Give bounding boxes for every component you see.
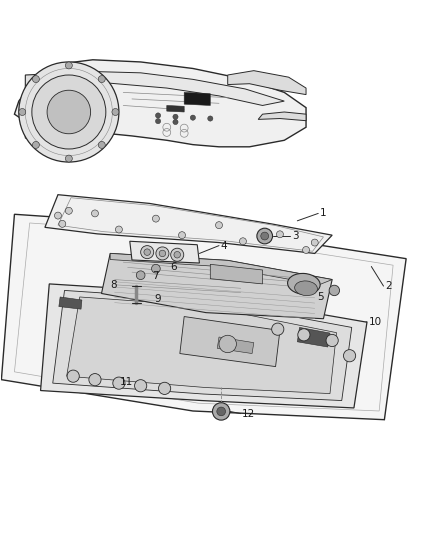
Polygon shape: [1, 214, 406, 419]
Text: 1: 1: [320, 208, 327, 219]
Circle shape: [141, 246, 154, 259]
Circle shape: [32, 76, 39, 83]
Circle shape: [173, 119, 178, 125]
Circle shape: [98, 141, 105, 148]
Polygon shape: [210, 264, 262, 284]
Circle shape: [155, 118, 161, 124]
Polygon shape: [167, 106, 184, 112]
Circle shape: [134, 379, 147, 392]
Ellipse shape: [295, 281, 318, 296]
Text: 9: 9: [155, 294, 161, 304]
Text: 8: 8: [110, 280, 117, 290]
Circle shape: [47, 90, 91, 134]
Polygon shape: [180, 317, 280, 367]
Polygon shape: [25, 71, 99, 138]
Circle shape: [113, 377, 125, 389]
Circle shape: [343, 350, 356, 362]
Circle shape: [276, 231, 283, 238]
Circle shape: [329, 285, 339, 296]
Circle shape: [32, 141, 39, 148]
Polygon shape: [59, 297, 82, 309]
Polygon shape: [45, 195, 332, 254]
Circle shape: [112, 109, 119, 116]
Circle shape: [215, 222, 223, 229]
Polygon shape: [184, 92, 210, 106]
Polygon shape: [258, 112, 306, 120]
Circle shape: [19, 62, 119, 162]
Circle shape: [173, 114, 178, 119]
Circle shape: [208, 116, 213, 121]
Circle shape: [92, 210, 99, 217]
Circle shape: [98, 76, 105, 83]
Polygon shape: [110, 254, 332, 285]
Circle shape: [326, 334, 338, 346]
Circle shape: [190, 115, 195, 120]
Text: 3: 3: [292, 231, 298, 241]
Circle shape: [65, 62, 72, 69]
Circle shape: [261, 232, 268, 240]
Text: 6: 6: [170, 262, 177, 272]
Text: 7: 7: [152, 271, 159, 281]
Circle shape: [89, 374, 101, 386]
Polygon shape: [217, 337, 254, 353]
Circle shape: [179, 232, 185, 239]
Circle shape: [19, 109, 26, 116]
Circle shape: [257, 228, 272, 244]
Text: 5: 5: [317, 292, 324, 302]
Circle shape: [159, 382, 171, 394]
Circle shape: [240, 238, 247, 245]
Circle shape: [152, 264, 160, 273]
Circle shape: [212, 403, 230, 420]
Circle shape: [32, 75, 106, 149]
Circle shape: [59, 220, 66, 228]
Polygon shape: [228, 71, 306, 94]
Ellipse shape: [288, 273, 320, 294]
Circle shape: [155, 113, 161, 118]
Circle shape: [298, 329, 310, 341]
Text: 10: 10: [369, 317, 382, 327]
Circle shape: [67, 370, 79, 382]
Circle shape: [174, 252, 180, 258]
Circle shape: [116, 226, 122, 233]
Polygon shape: [67, 297, 336, 393]
Circle shape: [152, 215, 159, 222]
Polygon shape: [297, 327, 330, 347]
Polygon shape: [53, 290, 352, 400]
Polygon shape: [14, 60, 306, 147]
Circle shape: [65, 155, 72, 162]
Text: 4: 4: [221, 240, 227, 251]
Circle shape: [65, 207, 72, 214]
Polygon shape: [130, 241, 199, 263]
Polygon shape: [36, 71, 284, 106]
Polygon shape: [102, 254, 332, 319]
Circle shape: [219, 335, 237, 353]
Polygon shape: [41, 284, 367, 408]
Circle shape: [159, 250, 166, 257]
Circle shape: [136, 271, 145, 279]
Circle shape: [272, 323, 284, 335]
Circle shape: [156, 247, 169, 260]
Circle shape: [303, 246, 310, 254]
Text: 2: 2: [385, 281, 392, 291]
Circle shape: [144, 249, 150, 255]
Text: 12: 12: [242, 409, 255, 418]
Circle shape: [311, 239, 318, 246]
Circle shape: [54, 212, 61, 219]
Circle shape: [217, 407, 226, 416]
Circle shape: [171, 248, 184, 261]
Text: 11: 11: [120, 377, 133, 387]
